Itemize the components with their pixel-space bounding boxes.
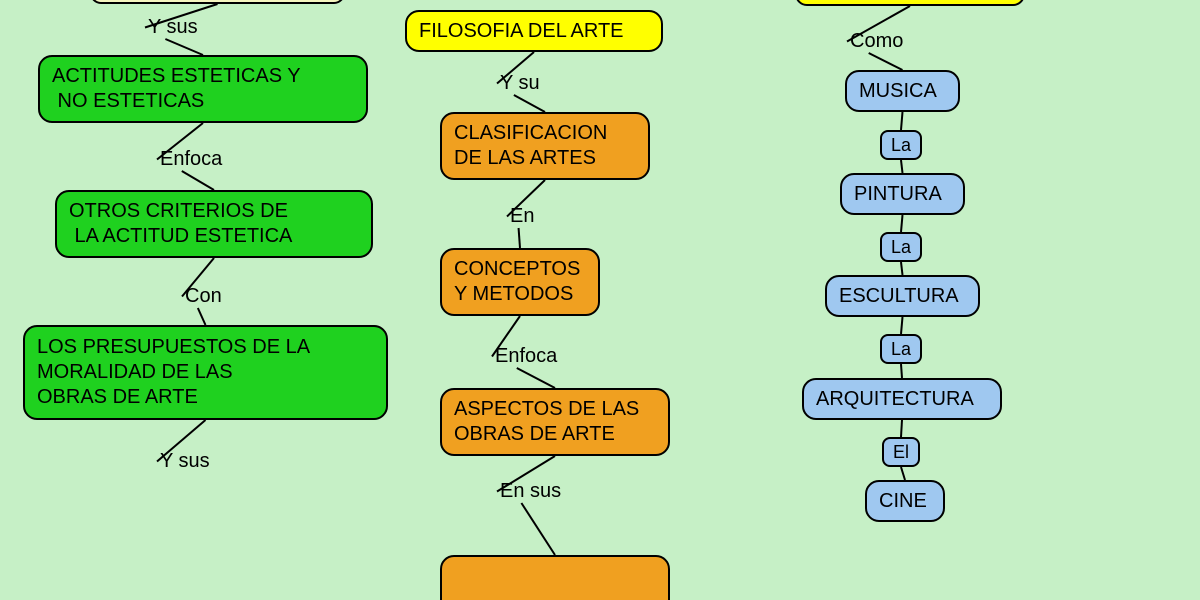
small-node-la-2: La [880, 232, 922, 262]
small-node-la-3: La [880, 334, 922, 364]
edge [182, 171, 214, 190]
node-n-conceptos: CONCEPTOS Y METODOS [440, 248, 600, 316]
node-n-escultura: ESCULTURA [825, 275, 980, 317]
connector-label-c-ysus-1: Y sus [148, 16, 198, 39]
edge [901, 364, 902, 378]
small-node-label: El [893, 442, 909, 463]
node-n-actitudes: ACTITUDES ESTETICAS Y NO ESTETICAS [38, 55, 368, 123]
node-n-filosofia: FILOSOFIA DEL ARTE [405, 10, 663, 52]
node-label: FILOSOFIA DEL ARTE [419, 19, 624, 44]
edge [517, 368, 555, 388]
node-label: ACTITUDES ESTETICAS Y NO ESTETICAS [52, 64, 301, 114]
node-label: LO ARTISTICO [841, 0, 978, 7]
edge [901, 160, 903, 173]
edge [165, 39, 203, 55]
small-node-label: La [891, 135, 911, 156]
node-label: CONCEPTOS Y METODOS [454, 257, 580, 307]
edge [901, 112, 903, 130]
edge [519, 228, 520, 248]
node-right-top-partial: LO ARTISTICO [795, 0, 1025, 6]
node-label: CINE [879, 489, 927, 514]
connector-label-c-con: Con [185, 285, 222, 308]
node-label: ASPECTOS DE LAS OBRAS DE ARTE [454, 397, 639, 447]
node-n-otros-criterios: OTROS CRITERIOS DE LA ACTITUD ESTETICA [55, 190, 373, 258]
small-node-el-1: El [882, 437, 920, 467]
node-n-pintura: PINTURA [840, 173, 965, 215]
small-node-label: La [891, 339, 911, 360]
node-label: CLASIFICACION DE LAS ARTES [454, 121, 607, 171]
edge [901, 420, 902, 437]
node-n-presupuestos: LOS PRESUPUESTOS DE LA MORALIDAD DE LAS … [23, 325, 388, 420]
node-label: ARQUITECTURA [816, 387, 974, 412]
connector-label-c-ensus: En sus [500, 480, 561, 503]
node-label: ESCULTURA [839, 284, 959, 309]
connector-label-c-en: En [510, 205, 534, 228]
node-n-clasificacion: CLASIFICACION DE LAS ARTES [440, 112, 650, 180]
node-label: LOS PRESUPUESTOS DE LA MORALIDAD DE LAS … [37, 335, 310, 410]
edge [901, 215, 903, 232]
node-label: OTROS CRITERIOS DE LA ACTITUD ESTETICA [69, 199, 292, 249]
edge [901, 467, 905, 480]
concept-map-canvas: ACTITUDES ESTETICAS Y NO ESTETICAS OTROS … [0, 0, 1200, 600]
edge [869, 53, 903, 70]
node-n-cine: CINE [865, 480, 945, 522]
connector-label-c-ysu: Y su [500, 72, 540, 95]
small-node-label: La [891, 237, 911, 258]
edge [198, 308, 206, 325]
edge [901, 262, 903, 275]
node-mid-bottom-partial [440, 555, 670, 600]
connector-label-c-como: Como [850, 30, 903, 53]
node-left-top-partial [90, 0, 345, 4]
edge [521, 503, 555, 555]
edge [901, 317, 903, 334]
connector-label-c-enfoca-1: Enfoca [160, 148, 222, 171]
node-label: MUSICA [859, 79, 937, 104]
small-node-la-1: La [880, 130, 922, 160]
connector-label-c-enfoca-2: Enfoca [495, 345, 557, 368]
edge [514, 95, 545, 112]
node-n-aspectos: ASPECTOS DE LAS OBRAS DE ARTE [440, 388, 670, 456]
connector-label-c-ysus-2: Y sus [160, 450, 210, 473]
node-label: PINTURA [854, 182, 942, 207]
node-n-musica: MUSICA [845, 70, 960, 112]
node-n-arquitectura: ARQUITECTURA [802, 378, 1002, 420]
